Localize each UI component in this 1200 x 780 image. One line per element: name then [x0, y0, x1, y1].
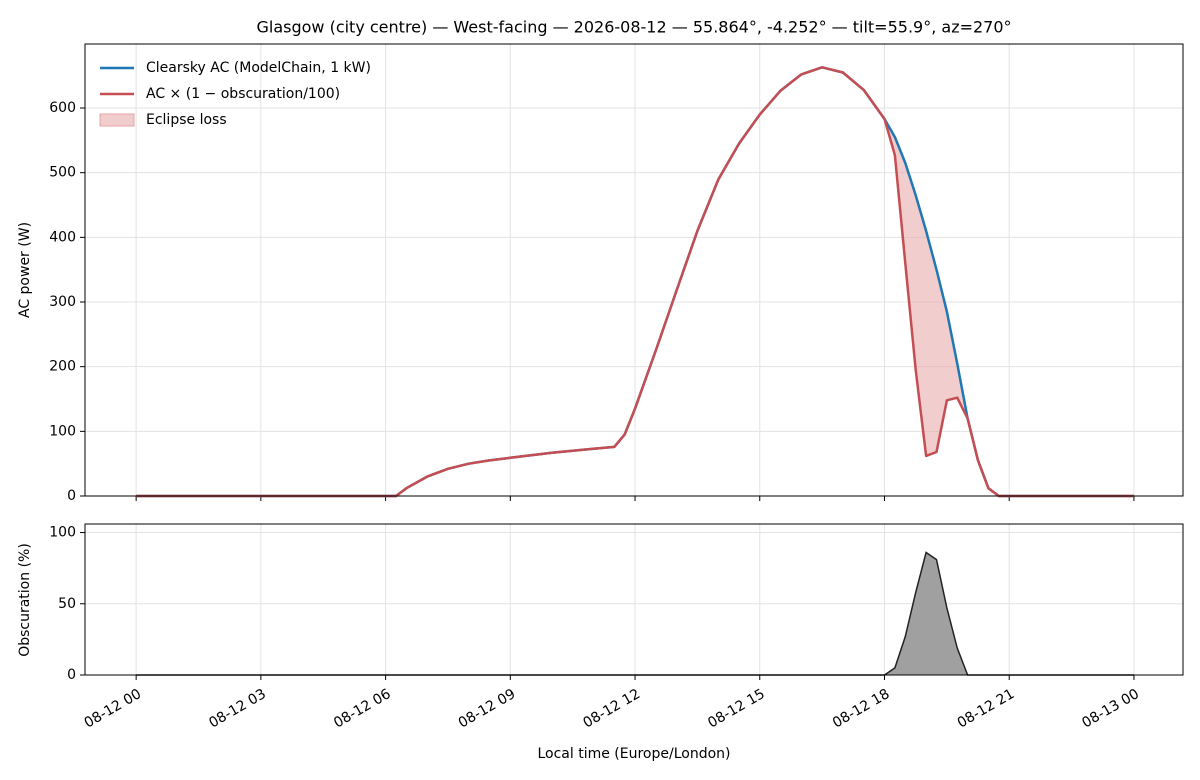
y-tick-label: 600 — [49, 100, 76, 116]
y-axis-label: AC power (W) — [17, 222, 33, 318]
y-tick-label: 400 — [49, 229, 76, 245]
line — [136, 66, 1134, 498]
y-tick-label: 200 — [49, 359, 76, 375]
y-tick-label: 0 — [67, 488, 76, 504]
y-axis-label: Obscuration (%) — [17, 543, 33, 657]
plot-frame — [84, 43, 1184, 497]
legend-label: Clearsky AC (ModelChain, 1 kW) — [146, 60, 371, 76]
legend-label: Eclipse loss — [146, 112, 227, 128]
y-tick-label: 100 — [49, 423, 76, 439]
y-tick-label: 50 — [58, 596, 76, 612]
fill-area — [136, 67, 1134, 497]
x-axis-label: Local time (Europe/London) — [537, 746, 730, 762]
legend-label: AC × (1 − obscuration/100) — [146, 86, 340, 102]
area — [136, 552, 1134, 675]
y-tick-label: 500 — [49, 165, 76, 181]
chart-title: Glasgow (city centre) — West-facing — 20… — [256, 18, 1011, 37]
y-tick-label: 100 — [49, 525, 76, 541]
plot-frame — [84, 523, 1184, 676]
legend-swatch — [99, 113, 135, 127]
y-tick-label: 0 — [67, 667, 76, 683]
y-tick-label: 300 — [49, 294, 76, 310]
